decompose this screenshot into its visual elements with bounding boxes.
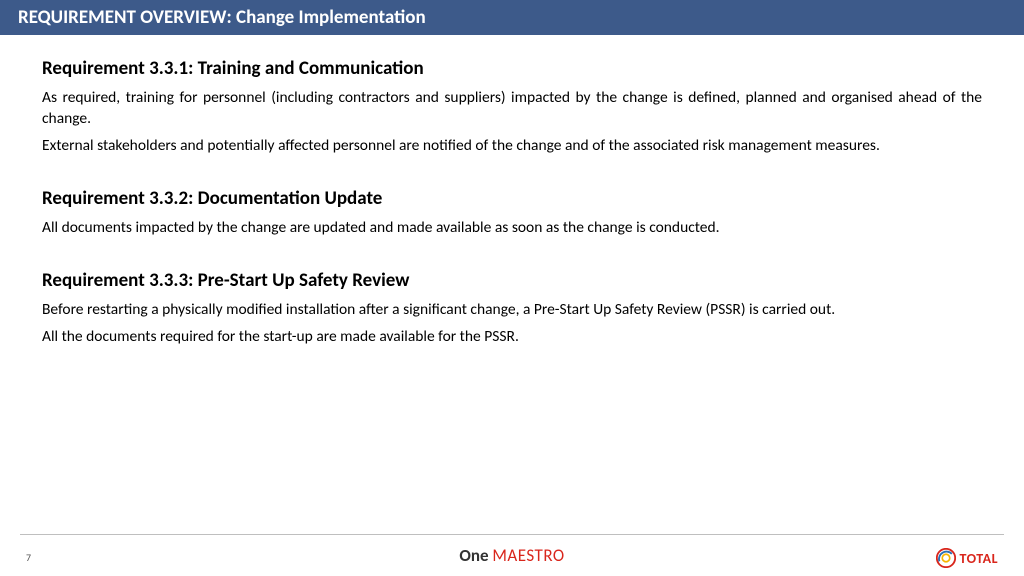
requirement-paragraph: Before restarting a physically modified … bbox=[42, 300, 982, 321]
brand-maestro: MAESTRO bbox=[492, 545, 564, 566]
requirement-paragraph: As required, training for personnel (inc… bbox=[42, 88, 982, 130]
content-area: Requirement 3.3.1: Training and Communic… bbox=[0, 35, 1024, 348]
brand-one: One bbox=[459, 545, 492, 566]
total-logo-icon bbox=[936, 548, 956, 568]
requirement-paragraph: All the documents required for the start… bbox=[42, 327, 982, 348]
footer-brand: One MAESTRO bbox=[459, 545, 564, 566]
requirement-title: Requirement 3.3.1: Training and Communic… bbox=[42, 57, 982, 80]
requirement-block-2: Requirement 3.3.2: Documentation Update … bbox=[42, 187, 982, 239]
requirement-paragraph: All documents impacted by the change are… bbox=[42, 218, 982, 239]
page-number: 7 bbox=[26, 551, 31, 564]
requirement-title: Requirement 3.3.2: Documentation Update bbox=[42, 187, 982, 210]
requirement-paragraph: External stakeholders and potentially af… bbox=[42, 136, 982, 157]
requirement-block-1: Requirement 3.3.1: Training and Communic… bbox=[42, 57, 982, 157]
requirement-title: Requirement 3.3.3: Pre-Start Up Safety R… bbox=[42, 269, 982, 292]
footer-company-logo: TOTAL bbox=[936, 548, 998, 568]
requirement-block-3: Requirement 3.3.3: Pre-Start Up Safety R… bbox=[42, 269, 982, 348]
header-title: REQUIREMENT OVERVIEW: Change Implementat… bbox=[18, 6, 426, 29]
header-bar: REQUIREMENT OVERVIEW: Change Implementat… bbox=[0, 0, 1024, 35]
company-name: TOTAL bbox=[960, 550, 998, 567]
footer: 7 One MAESTRO TOTAL bbox=[20, 534, 1004, 576]
